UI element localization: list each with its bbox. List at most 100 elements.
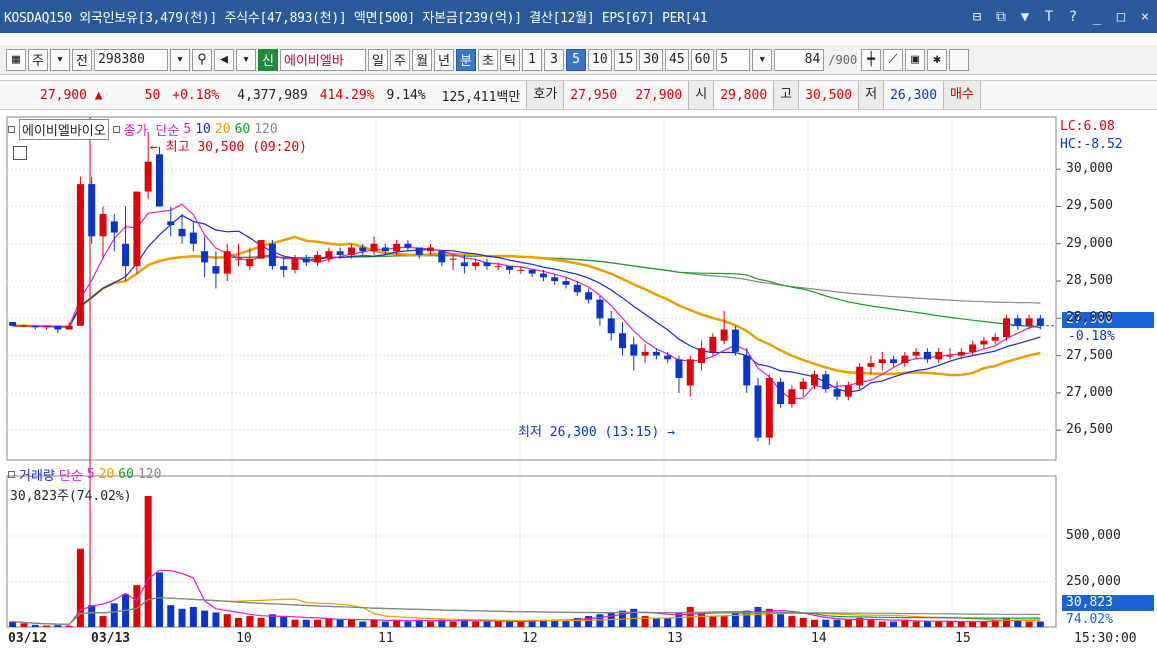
volume-bar bbox=[539, 619, 547, 627]
candle-body bbox=[528, 269, 536, 274]
low-annotation: 최저 26,300 (13:15) → bbox=[518, 425, 675, 440]
price-volume-chart[interactable] bbox=[0, 112, 1157, 657]
tab-minute[interactable]: 분 bbox=[456, 48, 476, 71]
interval-1[interactable]: 1 bbox=[522, 48, 542, 71]
help-icon[interactable]: ? bbox=[1068, 8, 1078, 25]
interval-5[interactable]: 5 bbox=[566, 48, 586, 71]
code-dropdown-icon[interactable]: ▾ bbox=[170, 48, 190, 71]
layout-icon[interactable]: ▦ bbox=[6, 48, 26, 71]
volume-ratio: 414.29% bbox=[319, 87, 375, 103]
save-icon[interactable]: ▣ bbox=[905, 48, 926, 71]
candle-body bbox=[483, 262, 491, 267]
pin-icon[interactable]: ▼ bbox=[1020, 8, 1030, 25]
volume-bar bbox=[1036, 621, 1044, 627]
tab-year[interactable]: 년 bbox=[434, 48, 454, 71]
volume-bar bbox=[472, 621, 480, 627]
prev-button[interactable]: 전 bbox=[72, 48, 92, 71]
candle-body bbox=[946, 355, 954, 357]
interval-input[interactable]: 5 bbox=[716, 48, 751, 71]
candle-body bbox=[1036, 318, 1044, 326]
stock-name-field[interactable]: 에이비엘바 bbox=[280, 48, 366, 71]
open-price: 29,800 bbox=[720, 87, 768, 103]
minimize-button[interactable]: _ bbox=[1092, 8, 1102, 25]
candle-body bbox=[291, 258, 299, 270]
y-tick-label: 28,500 bbox=[1066, 273, 1113, 289]
window-title: KOSDAQ150 외국인보유[3,479(천)] 주식수[47,893(천)]… bbox=[4, 11, 708, 26]
legend-stock-name[interactable]: 에이비엘바이오 bbox=[19, 119, 109, 140]
interval-30[interactable]: 30 bbox=[639, 48, 663, 71]
up-arrow-icon: ▲ bbox=[94, 87, 103, 103]
tab-week[interactable]: 주 bbox=[390, 48, 410, 71]
x-label-15: 15 bbox=[955, 631, 971, 646]
checkbox-icon[interactable] bbox=[949, 48, 970, 71]
count-input[interactable]: 84 bbox=[774, 48, 825, 71]
candle-body bbox=[935, 351, 943, 360]
candle-body bbox=[9, 322, 17, 326]
new-listing-badge: 신 bbox=[258, 48, 278, 71]
volume-bar bbox=[720, 616, 728, 627]
interval-60[interactable]: 60 bbox=[690, 48, 715, 71]
open-label: 시 bbox=[688, 81, 715, 109]
interval-10[interactable]: 10 bbox=[588, 48, 612, 71]
maximize-button[interactable]: □ bbox=[1116, 8, 1126, 25]
tab-day[interactable]: 일 bbox=[368, 48, 388, 71]
candle-body bbox=[280, 266, 288, 270]
candle-body bbox=[799, 381, 807, 390]
interval-15[interactable]: 15 bbox=[613, 48, 638, 71]
candle-body bbox=[381, 247, 389, 252]
x-label-0313: 03/13 bbox=[91, 631, 131, 646]
font-icon[interactable]: T bbox=[1044, 8, 1054, 25]
volume-bar bbox=[890, 621, 898, 627]
options-dropdown-icon[interactable]: ▾ bbox=[236, 48, 256, 71]
candle-body bbox=[833, 389, 841, 397]
volume-bar bbox=[314, 619, 322, 627]
volume-ma-label: 단순 bbox=[58, 469, 83, 484]
tab-tick[interactable]: 틱 bbox=[500, 48, 520, 71]
popout-icon[interactable]: ⧉ bbox=[996, 8, 1006, 25]
volume-bar bbox=[404, 621, 412, 627]
interval-dropdown-icon[interactable]: ▾ bbox=[752, 48, 773, 71]
volume-bar bbox=[325, 617, 333, 627]
candle-body bbox=[43, 325, 51, 328]
volume-bar bbox=[223, 614, 231, 627]
indicator-icon[interactable]: ⟋ bbox=[883, 48, 904, 71]
candle-type-icon[interactable]: ┿ bbox=[861, 48, 882, 71]
volume-current: 30,823주(74.02%) bbox=[10, 489, 132, 504]
interval-45[interactable]: 45 bbox=[664, 48, 689, 71]
volume-bar bbox=[585, 616, 593, 627]
tab-month[interactable]: 월 bbox=[412, 48, 432, 71]
volume-bar bbox=[867, 619, 875, 627]
tab-second[interactable]: 초 bbox=[478, 48, 498, 71]
volume-bar bbox=[76, 548, 84, 627]
volume-bar bbox=[302, 619, 310, 627]
ma-toggle-icon[interactable] bbox=[112, 126, 120, 133]
speaker-icon[interactable]: ◀ bbox=[214, 48, 234, 71]
candle-body bbox=[449, 258, 457, 260]
volume-bar bbox=[110, 603, 118, 627]
volume-bar bbox=[438, 619, 446, 627]
mode-select[interactable]: 주 bbox=[28, 48, 48, 71]
volume-toggle-icon[interactable] bbox=[8, 471, 15, 478]
candle-body bbox=[980, 340, 988, 345]
volume-bar bbox=[178, 608, 186, 627]
restore-icon[interactable]: ⊟ bbox=[972, 8, 982, 25]
grid-table-icon[interactable] bbox=[13, 146, 27, 160]
chevron-down-icon[interactable]: ▾ bbox=[50, 48, 70, 71]
stock-code-input[interactable]: 298380 bbox=[94, 48, 168, 71]
volume-bar bbox=[449, 621, 457, 627]
interval-3[interactable]: 3 bbox=[544, 48, 564, 71]
candle-body bbox=[347, 247, 355, 255]
volume-legend-title: 거래량 bbox=[19, 469, 55, 484]
ma10-line bbox=[12, 214, 1041, 393]
close-button[interactable]: × bbox=[1140, 8, 1150, 25]
gear-icon[interactable]: ✱ bbox=[927, 48, 948, 71]
search-icon[interactable]: ⚲ bbox=[192, 48, 212, 71]
price-change: 50 bbox=[144, 87, 161, 103]
legend-toggle-icon[interactable] bbox=[8, 126, 15, 133]
candle-body bbox=[212, 266, 220, 274]
volume-bar bbox=[460, 619, 468, 627]
candle-body bbox=[88, 184, 96, 237]
buy-button[interactable]: 매수 bbox=[943, 81, 981, 109]
volume-bar bbox=[912, 621, 920, 627]
candle-body bbox=[178, 228, 186, 237]
